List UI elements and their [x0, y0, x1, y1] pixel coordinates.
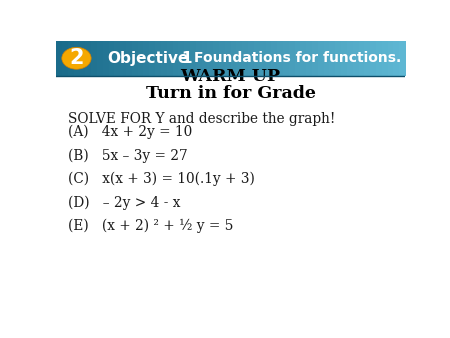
FancyBboxPatch shape: [103, 41, 109, 76]
FancyBboxPatch shape: [120, 41, 127, 76]
FancyBboxPatch shape: [399, 41, 406, 76]
FancyBboxPatch shape: [318, 41, 324, 76]
Text: (C)   x(x + 3) = 10(.1y + 3): (C) x(x + 3) = 10(.1y + 3): [68, 172, 255, 186]
FancyBboxPatch shape: [138, 41, 144, 76]
Text: Objective: Objective: [107, 51, 188, 66]
FancyBboxPatch shape: [68, 41, 74, 76]
FancyBboxPatch shape: [260, 41, 266, 76]
FancyBboxPatch shape: [254, 41, 261, 76]
FancyBboxPatch shape: [283, 41, 289, 76]
FancyBboxPatch shape: [155, 41, 162, 76]
FancyBboxPatch shape: [236, 41, 243, 76]
FancyBboxPatch shape: [277, 41, 284, 76]
FancyBboxPatch shape: [97, 41, 104, 76]
Text: Foundations for functions.: Foundations for functions.: [194, 51, 401, 65]
FancyBboxPatch shape: [202, 41, 208, 76]
FancyBboxPatch shape: [306, 41, 313, 76]
FancyBboxPatch shape: [347, 41, 353, 76]
Text: (A)   4x + 2y = 10: (A) 4x + 2y = 10: [68, 125, 193, 139]
FancyBboxPatch shape: [324, 41, 330, 76]
FancyBboxPatch shape: [56, 41, 63, 76]
Text: (E)   (x + 2) ² + ½ y = 5: (E) (x + 2) ² + ½ y = 5: [68, 219, 234, 233]
FancyBboxPatch shape: [353, 41, 359, 76]
FancyBboxPatch shape: [114, 41, 121, 76]
FancyBboxPatch shape: [166, 41, 173, 76]
FancyBboxPatch shape: [80, 41, 86, 76]
FancyBboxPatch shape: [196, 41, 202, 76]
FancyBboxPatch shape: [230, 41, 237, 76]
FancyBboxPatch shape: [172, 41, 179, 76]
FancyBboxPatch shape: [248, 41, 255, 76]
FancyBboxPatch shape: [312, 41, 319, 76]
Text: (B)   5x – 3y = 27: (B) 5x – 3y = 27: [68, 148, 188, 163]
FancyBboxPatch shape: [225, 41, 231, 76]
FancyBboxPatch shape: [382, 41, 388, 76]
FancyBboxPatch shape: [144, 41, 150, 76]
FancyBboxPatch shape: [91, 41, 98, 76]
FancyBboxPatch shape: [370, 41, 377, 76]
FancyBboxPatch shape: [207, 41, 214, 76]
Text: 2: 2: [69, 48, 84, 68]
FancyBboxPatch shape: [219, 41, 225, 76]
FancyBboxPatch shape: [132, 41, 138, 76]
FancyBboxPatch shape: [190, 41, 197, 76]
FancyBboxPatch shape: [364, 41, 371, 76]
Circle shape: [62, 47, 91, 69]
Text: 1: 1: [182, 51, 192, 66]
FancyBboxPatch shape: [62, 41, 68, 76]
FancyBboxPatch shape: [149, 41, 156, 76]
Text: (D)   – 2y > 4 - x: (D) – 2y > 4 - x: [68, 195, 181, 210]
FancyBboxPatch shape: [335, 41, 342, 76]
Text: SOLVE FOR Y and describe the graph!: SOLVE FOR Y and describe the graph!: [68, 112, 336, 126]
FancyBboxPatch shape: [213, 41, 220, 76]
FancyBboxPatch shape: [108, 41, 115, 76]
FancyBboxPatch shape: [289, 41, 295, 76]
FancyBboxPatch shape: [295, 41, 301, 76]
Text: Turn in for Grade: Turn in for Grade: [146, 86, 315, 102]
FancyBboxPatch shape: [86, 41, 92, 76]
FancyBboxPatch shape: [329, 41, 336, 76]
FancyBboxPatch shape: [341, 41, 347, 76]
FancyBboxPatch shape: [359, 41, 365, 76]
FancyBboxPatch shape: [242, 41, 249, 76]
FancyBboxPatch shape: [271, 41, 278, 76]
FancyBboxPatch shape: [387, 41, 394, 76]
FancyBboxPatch shape: [184, 41, 191, 76]
FancyBboxPatch shape: [301, 41, 307, 76]
FancyBboxPatch shape: [74, 41, 80, 76]
Text: WARM UP: WARM UP: [180, 69, 281, 86]
FancyBboxPatch shape: [393, 41, 400, 76]
FancyBboxPatch shape: [126, 41, 132, 76]
FancyBboxPatch shape: [376, 41, 382, 76]
FancyBboxPatch shape: [266, 41, 272, 76]
FancyBboxPatch shape: [178, 41, 185, 76]
FancyBboxPatch shape: [161, 41, 167, 76]
